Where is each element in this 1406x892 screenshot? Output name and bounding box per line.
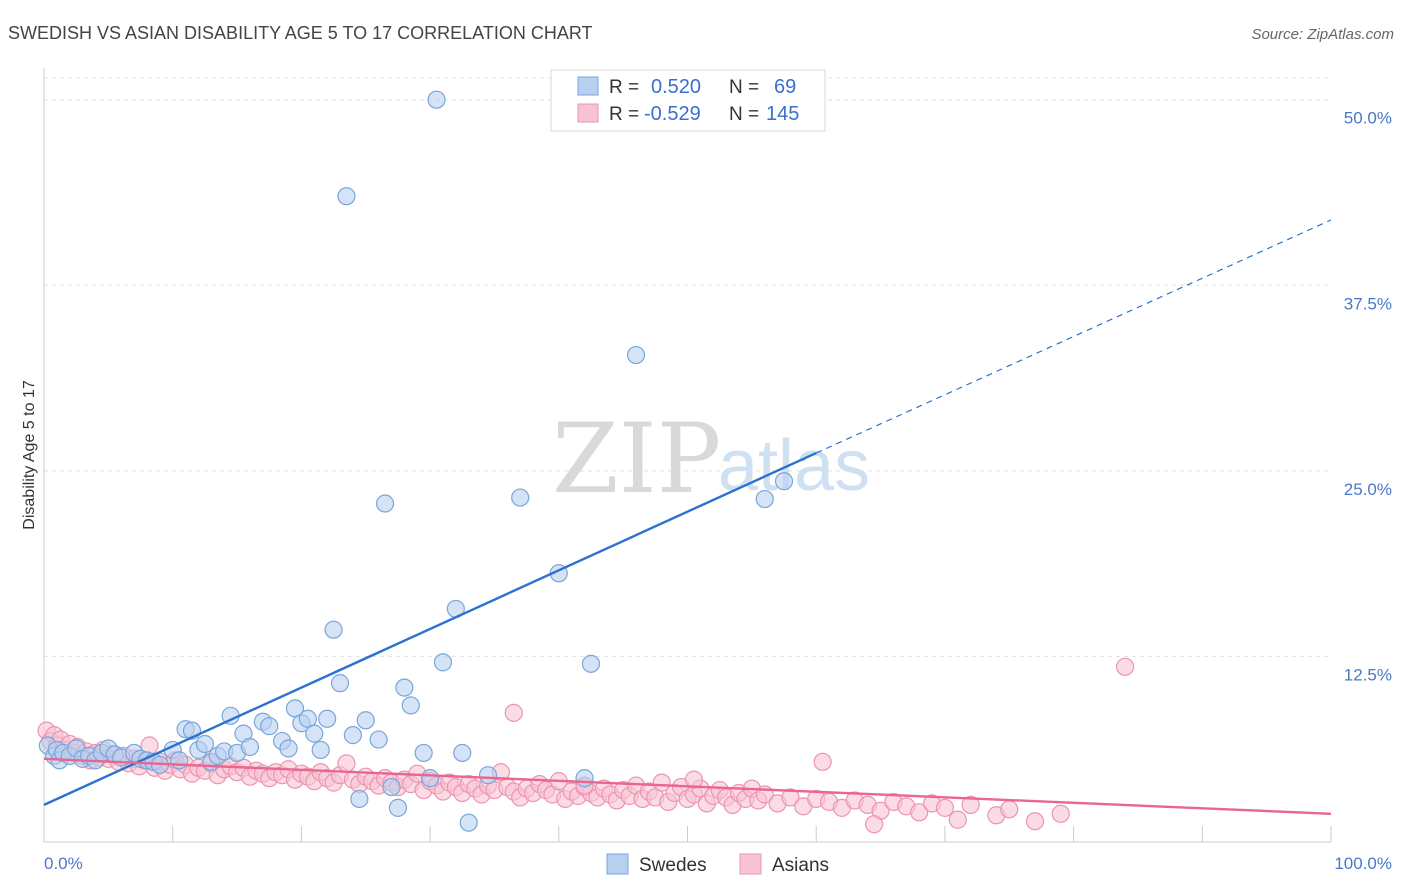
asians-point-145 bbox=[813, 752, 832, 771]
asians-point-139 bbox=[1025, 812, 1045, 831]
swedes-point-46 bbox=[350, 789, 369, 809]
swedes-point-33 bbox=[260, 717, 279, 736]
swedes-point-68 bbox=[427, 90, 446, 109]
swedes-point-52 bbox=[401, 696, 420, 715]
swedes-point-59 bbox=[478, 766, 498, 785]
stats-legend: R = 0.520 N = 69 R = -0.529 N = 145 bbox=[550, 69, 826, 132]
swedes-point-65 bbox=[755, 489, 774, 509]
legend-r-value-swedes: 0.520 bbox=[651, 76, 701, 98]
bottom-legend-asians: Asians bbox=[772, 855, 829, 876]
asians-point-104 bbox=[652, 773, 671, 792]
asians-point-146 bbox=[865, 815, 884, 834]
swedes-point-58 bbox=[459, 813, 478, 832]
swedes-point-47 bbox=[356, 711, 375, 730]
legend-swatch-swedes bbox=[577, 76, 599, 96]
swedes-point-67 bbox=[388, 798, 408, 817]
asians-point-132 bbox=[910, 803, 929, 822]
chart-source: Source: ZipAtlas.com bbox=[1251, 26, 1394, 43]
gridlines bbox=[44, 77, 1331, 657]
swedes-point-66 bbox=[774, 472, 794, 491]
legend-n-value-swedes: 69 bbox=[774, 76, 796, 98]
watermark-zip: ZIP bbox=[552, 403, 721, 515]
swedes-point-35 bbox=[279, 739, 298, 758]
asians-point-140 bbox=[1051, 804, 1070, 823]
trend-lines bbox=[43, 219, 1332, 815]
swedes-point-45 bbox=[343, 726, 362, 745]
legend-n-label-asians: N = bbox=[729, 104, 759, 125]
bottom-legend-swatch-asians bbox=[739, 853, 762, 875]
watermark-atlas: atlas bbox=[718, 426, 870, 506]
y-axis-label: Disability Age 5 to 17 bbox=[21, 380, 38, 530]
legend-swatch-asians bbox=[577, 103, 599, 123]
y-tick-label-0: 12.5% bbox=[1344, 665, 1392, 684]
legend-r-label-asians: R = bbox=[609, 104, 639, 125]
series-swedes bbox=[38, 90, 794, 832]
asians-point-136 bbox=[961, 795, 980, 814]
swedes-point-43 bbox=[330, 674, 350, 693]
chart-title: SWEDISH VS ASIAN DISABILITY AGE 5 TO 17 … bbox=[8, 23, 593, 43]
asians-point-138 bbox=[1000, 800, 1019, 819]
legend-n-label-swedes: N = bbox=[729, 77, 759, 98]
asians-point-141 bbox=[1115, 657, 1135, 676]
legend-r-value-asians: -0.529 bbox=[644, 103, 701, 125]
bottom-legend-swatch-swedes bbox=[606, 853, 629, 875]
swedes-point-62 bbox=[575, 769, 594, 788]
swedes-point-44 bbox=[337, 187, 356, 206]
swedes-point-57 bbox=[453, 743, 472, 763]
bottom-legend-swedes: Swedes bbox=[639, 855, 707, 876]
swedes-point-49 bbox=[375, 494, 395, 513]
asians-point-134 bbox=[935, 798, 955, 817]
asians-trend-line bbox=[43, 757, 1332, 815]
swedes-point-41 bbox=[318, 709, 337, 728]
swedes-point-42 bbox=[324, 620, 343, 639]
tick-labels: 12.5% 25.0% 37.5% 50.0% 0.0% 100.0% bbox=[44, 109, 1392, 873]
y-tick-label-2: 37.5% bbox=[1344, 294, 1392, 313]
swedes-point-20 bbox=[170, 751, 189, 770]
y-tick-label-3: 50.0% bbox=[1344, 109, 1392, 128]
asians-point-144 bbox=[684, 770, 704, 789]
asians-point-142 bbox=[504, 703, 523, 722]
swedes-point-54 bbox=[421, 769, 440, 788]
swedes-point-40 bbox=[311, 740, 330, 760]
axes bbox=[43, 68, 1332, 843]
swedes-trend-extension bbox=[815, 219, 1332, 454]
swedes-point-24 bbox=[195, 734, 214, 754]
swedes-point-53 bbox=[414, 743, 433, 763]
swedes-point-64 bbox=[626, 345, 646, 365]
swedes-point-51 bbox=[395, 678, 414, 697]
series-legend: Swedes Asians bbox=[606, 853, 829, 876]
swedes-point-60 bbox=[511, 488, 530, 507]
y-tick-label-1: 25.0% bbox=[1344, 480, 1392, 499]
asians-point-55 bbox=[337, 754, 356, 773]
x-tick-label-0: 0.0% bbox=[44, 854, 83, 873]
swedes-point-39 bbox=[305, 724, 324, 743]
swedes-point-55 bbox=[433, 653, 453, 672]
swedes-point-31 bbox=[240, 737, 260, 757]
x-tick-label-1: 100.0% bbox=[1334, 854, 1392, 873]
asians-point-135 bbox=[948, 810, 967, 829]
swedes-trend-line bbox=[43, 451, 817, 806]
swedes-point-50 bbox=[382, 777, 401, 797]
watermark: ZIP atlas bbox=[552, 403, 870, 515]
legend-r-label-swedes: R = bbox=[609, 77, 639, 98]
legend-n-value-asians: 145 bbox=[766, 103, 799, 125]
swedes-point-63 bbox=[581, 654, 601, 673]
asians-point-122 bbox=[781, 788, 800, 807]
swedes-point-48 bbox=[369, 730, 388, 749]
